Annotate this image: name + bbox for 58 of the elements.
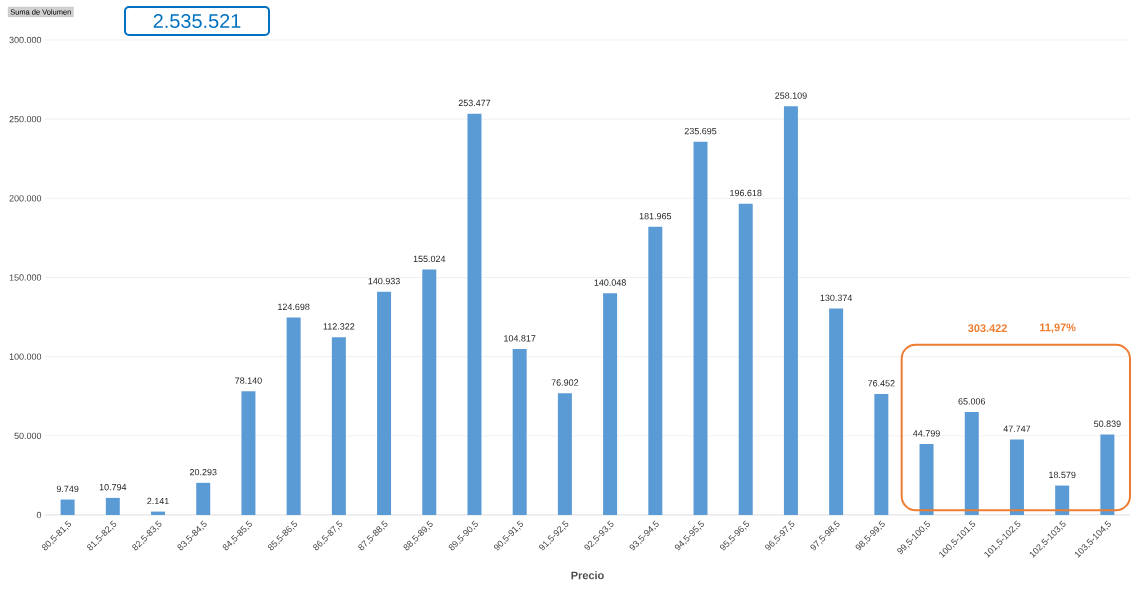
data-label: 112.322: [323, 323, 355, 330]
data-label: 78.140: [235, 377, 262, 384]
y-tick-label: 150.000: [9, 274, 42, 281]
y-tick-label: 0: [36, 511, 42, 519]
data-label: 181.965: [639, 213, 672, 220]
y-tick-label: 200.000: [9, 195, 42, 202]
bar: [512, 349, 527, 515]
annotation: 11,97%: [1040, 323, 1076, 333]
bar: [286, 317, 301, 515]
bar: [1009, 439, 1024, 515]
bar: [783, 106, 798, 515]
data-label: 10.794: [99, 484, 127, 491]
data-label: 124.698: [278, 303, 310, 311]
y-tick-label: 300.000: [9, 36, 42, 44]
bar: [331, 337, 346, 515]
data-label: 18.579: [1049, 471, 1076, 479]
data-label: 2.141: [147, 497, 169, 505]
bar: [874, 393, 889, 515]
data-label: 155.024: [413, 255, 446, 263]
data-label: 196.618: [730, 189, 762, 197]
data-label: 253.477: [458, 99, 491, 107]
data-label: 47.747: [1003, 425, 1031, 432]
bar: [1100, 434, 1115, 515]
bar: [241, 391, 256, 515]
data-label: 140.048: [594, 279, 626, 286]
bar: [422, 269, 437, 515]
x-axis-title: Precio: [571, 571, 604, 580]
data-label: 258.109: [775, 92, 807, 99]
bar: [105, 497, 120, 515]
data-label: 76.902: [551, 379, 579, 386]
bar: [557, 393, 572, 515]
y-tick-label: 250.000: [9, 115, 42, 123]
bar: [964, 412, 979, 515]
data-label: 50.839: [1094, 420, 1121, 427]
bar: [196, 482, 211, 515]
bar: [648, 226, 663, 515]
bar: [919, 444, 934, 515]
bar: [693, 141, 708, 515]
data-label: 9.749: [56, 485, 79, 493]
data-label: 104.817: [504, 335, 536, 342]
bar: [829, 308, 844, 515]
data-label: 20.293: [189, 468, 217, 476]
data-label: 130.374: [820, 294, 853, 302]
y-tick-label: 100.000: [9, 353, 42, 360]
data-label: 140.933: [368, 277, 400, 285]
annotation: 303.422: [968, 324, 1007, 333]
data-label: 44.799: [913, 430, 940, 437]
bar: [1055, 485, 1070, 515]
data-label: 235.695: [684, 127, 717, 135]
y-tick-label: 50.000: [14, 432, 42, 439]
bar: [467, 113, 482, 515]
bar: [603, 293, 618, 515]
data-label: 76.452: [868, 380, 895, 387]
bar: [377, 291, 392, 515]
data-label: 65.006: [958, 398, 986, 405]
text: 2.535.521: [153, 13, 241, 29]
bar: [738, 203, 753, 515]
bar: [60, 499, 75, 515]
